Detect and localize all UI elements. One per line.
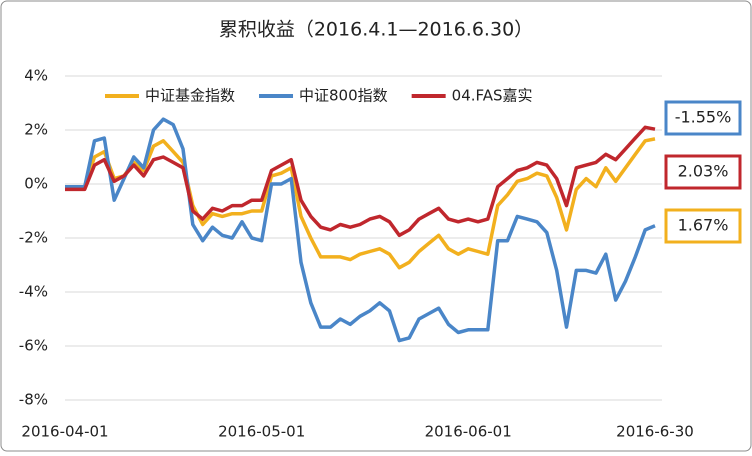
x-tick-label: 2016-06-01 xyxy=(425,423,512,441)
end-label-box xyxy=(664,208,742,244)
x-tick-label: 2016-04-01 xyxy=(21,423,108,441)
x-tick-label: 2016-6-30 xyxy=(616,423,694,441)
series-line xyxy=(65,137,656,270)
y-tick-label: -4% xyxy=(19,283,48,301)
legend-label: 中证基金指数 xyxy=(145,87,235,105)
end-label: -1.55% xyxy=(675,108,732,127)
legend-label: 中证800指数 xyxy=(299,87,388,105)
y-tick-label: 2% xyxy=(24,121,48,139)
y-tick-label: 0% xyxy=(24,175,48,193)
y-tick-label: -2% xyxy=(19,229,48,247)
y-tick-label: 4% xyxy=(24,67,48,85)
y-tick-label: -8% xyxy=(19,391,48,409)
series-line xyxy=(65,125,656,238)
end-label-box xyxy=(664,154,742,190)
chart-title: 累积收益（2016.4.1—2016.6.30） xyxy=(219,19,533,41)
end-label: 1.67% xyxy=(678,216,729,235)
x-tick-label: 2016-05-01 xyxy=(218,423,305,441)
y-tick-label: -6% xyxy=(19,337,48,355)
end-label: 2.03% xyxy=(678,162,729,181)
series-line xyxy=(65,117,656,343)
end-label-box xyxy=(664,100,742,136)
legend-label: 04.FAS嘉实 xyxy=(452,87,533,105)
